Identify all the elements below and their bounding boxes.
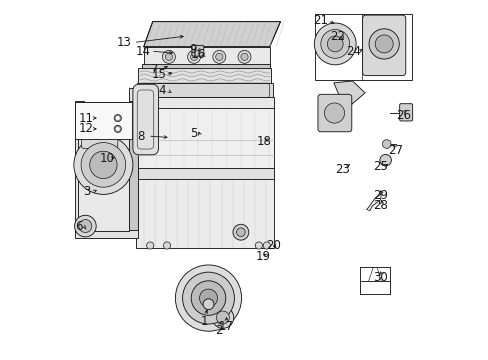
Circle shape: [175, 265, 241, 331]
Circle shape: [89, 151, 117, 179]
Text: 20: 20: [265, 239, 280, 252]
Text: 13: 13: [116, 36, 131, 49]
Text: 22: 22: [329, 30, 344, 43]
Circle shape: [182, 272, 234, 324]
Circle shape: [203, 299, 213, 310]
Circle shape: [114, 114, 121, 122]
Circle shape: [81, 143, 125, 187]
Circle shape: [314, 23, 355, 65]
Text: 29: 29: [372, 189, 387, 202]
Text: 21: 21: [313, 14, 327, 27]
Circle shape: [232, 224, 248, 240]
Polygon shape: [137, 97, 273, 109]
Text: 27: 27: [387, 144, 403, 157]
Polygon shape: [75, 88, 138, 238]
Circle shape: [187, 50, 200, 63]
Circle shape: [320, 30, 349, 58]
Text: 9: 9: [189, 43, 197, 56]
Text: 4: 4: [158, 84, 165, 97]
Polygon shape: [137, 83, 272, 98]
Circle shape: [74, 135, 133, 194]
Polygon shape: [143, 22, 280, 47]
Text: 17: 17: [219, 320, 234, 333]
Text: 30: 30: [372, 271, 387, 284]
Polygon shape: [138, 68, 271, 84]
Circle shape: [236, 228, 244, 237]
Circle shape: [263, 242, 270, 249]
Text: 7: 7: [151, 63, 159, 76]
Text: 1: 1: [201, 315, 208, 328]
Circle shape: [162, 50, 175, 63]
FancyBboxPatch shape: [362, 15, 405, 76]
Text: 23: 23: [334, 163, 349, 176]
Circle shape: [238, 50, 250, 63]
FancyBboxPatch shape: [317, 94, 351, 132]
Circle shape: [368, 29, 399, 59]
Text: 24: 24: [345, 45, 360, 58]
Text: 12: 12: [79, 122, 93, 135]
Circle shape: [255, 242, 262, 249]
Circle shape: [146, 242, 153, 249]
Polygon shape: [137, 108, 273, 169]
Circle shape: [324, 103, 344, 123]
Circle shape: [163, 242, 170, 249]
Polygon shape: [128, 101, 138, 230]
Text: 18: 18: [256, 135, 271, 148]
Circle shape: [326, 36, 343, 52]
Circle shape: [79, 220, 92, 233]
Circle shape: [382, 140, 390, 148]
Polygon shape: [136, 179, 273, 248]
Text: 15: 15: [151, 68, 166, 81]
Text: 26: 26: [395, 109, 410, 122]
Circle shape: [75, 215, 96, 237]
Text: 10: 10: [100, 152, 114, 165]
FancyBboxPatch shape: [192, 45, 203, 56]
FancyBboxPatch shape: [81, 116, 118, 149]
Text: 8: 8: [137, 130, 144, 143]
FancyBboxPatch shape: [133, 84, 158, 155]
Text: 2: 2: [215, 324, 223, 337]
Polygon shape: [78, 102, 128, 231]
Polygon shape: [136, 168, 273, 180]
Circle shape: [165, 53, 172, 60]
Circle shape: [374, 35, 392, 53]
Circle shape: [241, 53, 247, 60]
Text: 28: 28: [372, 199, 387, 212]
Circle shape: [79, 107, 95, 123]
Polygon shape: [143, 47, 269, 65]
Circle shape: [116, 127, 120, 131]
Circle shape: [215, 53, 223, 60]
Text: 5: 5: [189, 127, 197, 140]
Circle shape: [82, 111, 91, 120]
Circle shape: [379, 154, 390, 166]
FancyBboxPatch shape: [75, 102, 132, 139]
Text: 11: 11: [79, 112, 93, 125]
Circle shape: [199, 289, 217, 307]
Circle shape: [190, 53, 197, 60]
Circle shape: [114, 125, 121, 132]
Text: 6: 6: [75, 220, 82, 233]
Text: 16: 16: [190, 48, 205, 61]
Polygon shape: [142, 64, 270, 69]
Text: 25: 25: [372, 160, 387, 173]
Polygon shape: [333, 81, 365, 110]
FancyBboxPatch shape: [399, 104, 412, 121]
Circle shape: [191, 281, 225, 315]
Circle shape: [116, 116, 120, 120]
Text: 19: 19: [255, 250, 270, 263]
Circle shape: [212, 50, 225, 63]
Circle shape: [212, 307, 233, 328]
Text: 3: 3: [83, 185, 90, 198]
Circle shape: [216, 311, 229, 324]
Text: 14: 14: [135, 45, 150, 58]
